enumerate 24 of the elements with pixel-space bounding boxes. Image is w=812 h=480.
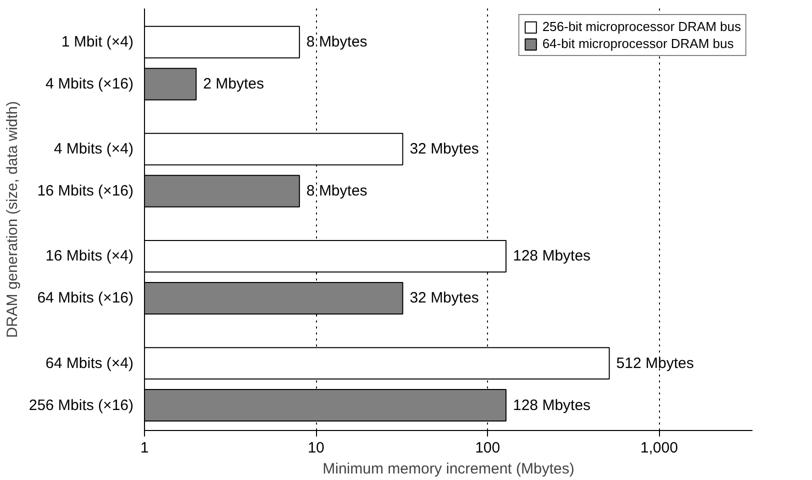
- data-label: 8 Mbytes: [306, 182, 368, 200]
- legend-label: 256-bit microprocessor DRAM bus: [542, 19, 741, 34]
- y-tick-label: 1 Mbit (×4): [61, 34, 134, 51]
- data-label: 512 Mbytes: [616, 354, 694, 372]
- y-tick-label: 4 Mbits (×16): [46, 76, 134, 93]
- data-label: 2 Mbytes: [203, 76, 264, 93]
- x-tick-label: 100: [475, 440, 500, 456]
- legend-label: 64-bit microprocessor DRAM bus: [542, 36, 734, 51]
- data-label: 128 Mbytes: [513, 248, 591, 265]
- y-tick-label: 16 Mbits (×4): [46, 248, 134, 265]
- x-tick-label: 1: [140, 440, 149, 456]
- x-tick-label: 10: [308, 440, 324, 456]
- x-tick-label: 1,000: [640, 440, 678, 456]
- data-label: 32 Mbytes: [410, 290, 479, 307]
- data-label: 8 Mbytes: [306, 34, 368, 51]
- x-axis-title: Minimum memory increment (Mbytes): [322, 460, 574, 478]
- y-tick-label: 4 Mbits (×4): [54, 140, 134, 158]
- data-label: 128 Mbytes: [513, 396, 591, 414]
- y-tick-label: 16 Mbits (×16): [37, 182, 134, 200]
- y-tick-label: 64 Mbits (×4): [46, 354, 134, 372]
- y-axis-title: DRAM generation (size, data width): [4, 101, 21, 338]
- y-tick-label: 64 Mbits (×16): [37, 290, 134, 307]
- y-tick-label: 256 Mbits (×16): [28, 396, 134, 414]
- data-label: 32 Mbytes: [410, 140, 479, 158]
